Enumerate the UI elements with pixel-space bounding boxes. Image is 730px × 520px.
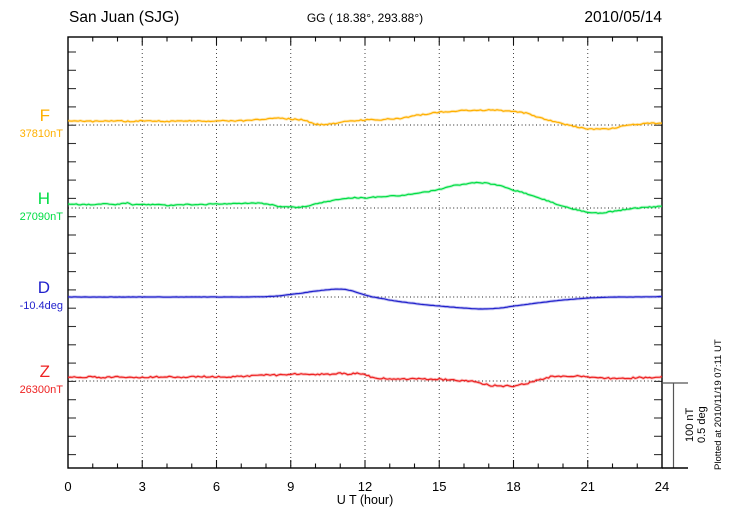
- x-tick-label-24: 24: [655, 479, 669, 494]
- trace-F: [67, 108, 663, 131]
- x-tick-label-9: 9: [287, 479, 294, 494]
- x-axis-title: U T (hour): [336, 493, 394, 507]
- component-label-F: F: [39, 106, 50, 125]
- x-tick-label-15: 15: [432, 479, 446, 494]
- trace-Z: [67, 372, 663, 388]
- plot-date: 2010/05/14: [584, 9, 662, 26]
- scale-bar-labels: 100 nT 0.5 deg: [684, 383, 708, 467]
- plot-frame: [67, 36, 663, 469]
- x-tick-label-18: 18: [506, 479, 520, 494]
- x-tick-label-12: 12: [358, 479, 372, 494]
- trace-H: [67, 181, 663, 215]
- x-tick-label-0: 0: [64, 479, 71, 494]
- x-tick-label-3: 3: [139, 479, 146, 494]
- trace-D: [67, 288, 663, 310]
- x-tick-label-21: 21: [581, 479, 595, 494]
- scale-label-nt: 100 nT: [684, 407, 696, 443]
- component-base-H: 27090nT: [19, 211, 63, 223]
- scale-label-deg: 0.5 deg: [696, 406, 708, 444]
- component-label-Z: Z: [39, 362, 50, 381]
- station-name: San Juan (SJG): [69, 9, 180, 26]
- component-label-D: D: [37, 278, 50, 297]
- component-base-Z: 26300nT: [19, 384, 63, 396]
- component-base-D: -10.4deg: [19, 300, 63, 312]
- x-tick-label-6: 6: [213, 479, 220, 494]
- station-coordinates: GG ( 18.38°, 293.88°): [306, 11, 424, 25]
- component-label-H: H: [37, 189, 50, 208]
- component-base-F: 37810nT: [19, 128, 63, 140]
- plotted-at-note: Plotted at 2010/11/19 07:11 UT: [713, 335, 724, 470]
- plotted-at-text: Plotted at 2010/11/19 07:11 UT: [713, 339, 724, 470]
